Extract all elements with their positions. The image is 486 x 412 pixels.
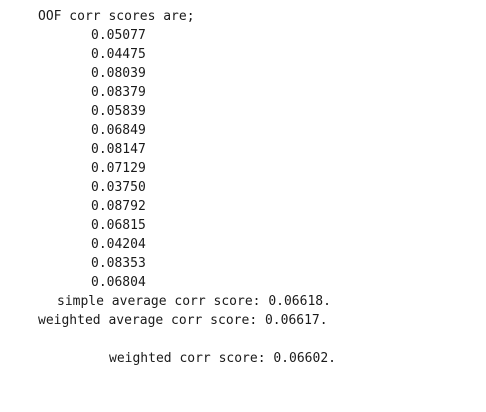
- score-line: 0.05077: [91, 28, 146, 43]
- score-line: 0.08147: [91, 142, 146, 157]
- score-line: 0.04475: [91, 47, 146, 62]
- score-line: 0.05839: [91, 104, 146, 119]
- oof-header-line: OOF corr scores are;: [38, 9, 195, 24]
- simple-average-line: simple average corr score: 0.06618.: [57, 294, 331, 309]
- score-line: 0.06815: [91, 218, 146, 233]
- score-line: 0.06849: [91, 123, 146, 138]
- score-line: 0.04204: [91, 237, 146, 252]
- score-line: 0.06804: [91, 275, 146, 290]
- score-line: 0.08039: [91, 66, 146, 81]
- score-line: 0.08379: [91, 85, 146, 100]
- score-line: 0.07129: [91, 161, 146, 176]
- weighted-average-line: weighted average corr score: 0.06617.: [38, 313, 328, 328]
- score-line: 0.03750: [91, 180, 146, 195]
- score-line: 0.08353: [91, 256, 146, 271]
- weighted-corr-line: weighted corr score: 0.06602.: [109, 351, 336, 366]
- score-line: 0.08792: [91, 199, 146, 214]
